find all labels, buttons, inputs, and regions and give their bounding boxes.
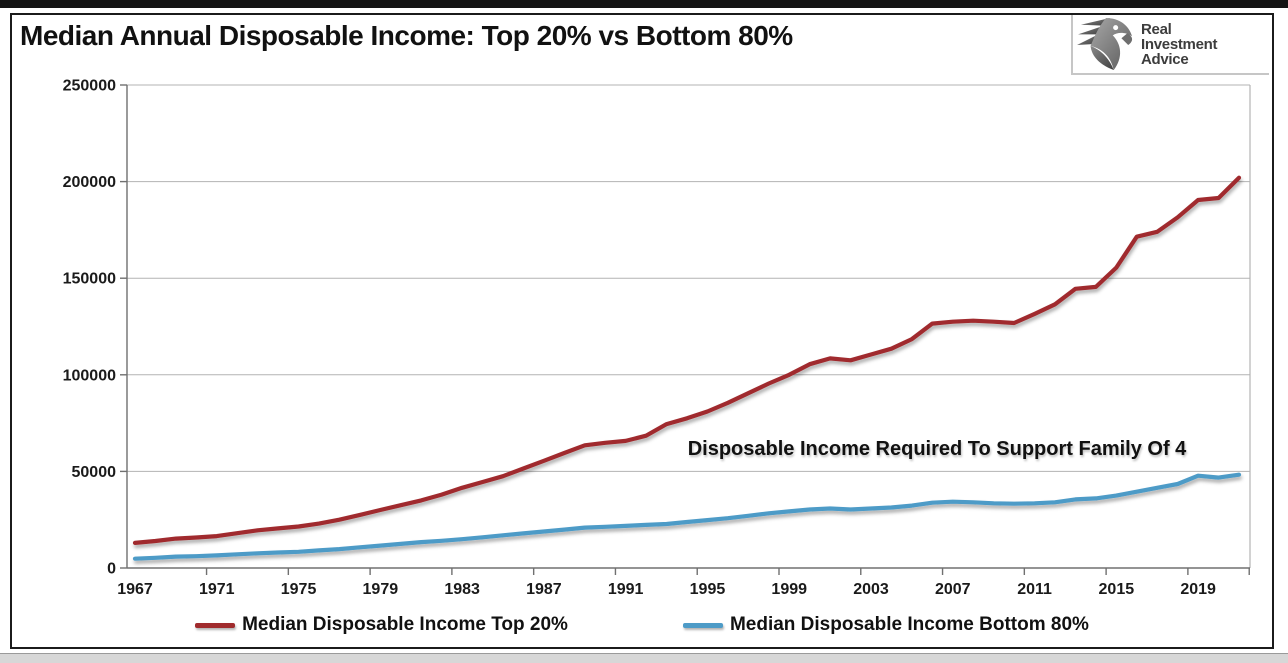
- svg-text:1987: 1987: [526, 581, 562, 598]
- bottom-margin-strip: [0, 653, 1288, 663]
- legend: Median Disposable Income Top 20% Median …: [12, 614, 1272, 636]
- gridlines: [127, 84, 1251, 568]
- top-border-bar: [0, 0, 1288, 8]
- svg-text:1983: 1983: [444, 581, 480, 598]
- logo-text-line1: Real: [1141, 20, 1172, 38]
- legend-swatch-top-20: [195, 622, 236, 628]
- svg-text:100000: 100000: [63, 367, 116, 384]
- legend-item-bottom-80: Median Disposable Income Bottom 80%: [682, 614, 1089, 636]
- y-axis-labels: 0 50000 100000 150000 200000 250000: [63, 78, 127, 578]
- series-line-top-20: [132, 175, 1242, 546]
- x-axis-labels: 1967 1971 1975 1979 1983 1987 1991 1995 1999 2003…: [117, 568, 1250, 598]
- svg-text:1995: 1995: [690, 581, 726, 598]
- legend-label-top-20: Median Disposable Income Top 20%: [242, 614, 568, 635]
- legend-swatch-bottom-80: [682, 622, 723, 628]
- legend-label-bottom-80: Median Disposable Income Bottom 80%: [729, 614, 1089, 635]
- svg-text:1999: 1999: [771, 581, 807, 598]
- svg-text:2015: 2015: [1099, 581, 1135, 598]
- logo-text-line3: Advice: [1141, 50, 1189, 68]
- ria-logo: Real Investment Advice: [1071, 15, 1269, 75]
- svg-text:150000: 150000: [63, 271, 116, 288]
- svg-text:0: 0: [107, 561, 116, 578]
- svg-text:200000: 200000: [63, 174, 116, 191]
- svg-text:50000: 50000: [72, 464, 117, 481]
- reference-line-label: Disposable Income Required To Support Fa…: [687, 438, 1187, 460]
- svg-text:2007: 2007: [935, 581, 971, 598]
- svg-text:1971: 1971: [199, 581, 235, 598]
- series-line-bottom-80: [132, 472, 1242, 561]
- chart-frame: Median Annual Disposable Income: Top 20%…: [10, 13, 1274, 649]
- logo-text-line2: Investment: [1141, 35, 1218, 53]
- svg-text:1967: 1967: [117, 581, 153, 598]
- chart-title: Median Annual Disposable Income: Top 20%…: [20, 20, 793, 51]
- svg-text:1975: 1975: [281, 581, 317, 598]
- svg-text:1991: 1991: [608, 581, 644, 598]
- svg-text:1979: 1979: [363, 581, 399, 598]
- logo-text: Real Investment Advice: [1141, 20, 1218, 68]
- svg-text:2003: 2003: [853, 581, 889, 598]
- svg-text:2019: 2019: [1180, 581, 1216, 598]
- svg-text:2011: 2011: [1017, 581, 1052, 598]
- eagle-icon: [1077, 17, 1133, 71]
- legend-item-top-20: Median Disposable Income Top 20%: [195, 614, 568, 636]
- svg-text:250000: 250000: [63, 78, 116, 95]
- axes: [126, 85, 1250, 569]
